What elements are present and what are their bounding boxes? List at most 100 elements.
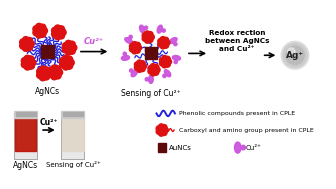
Circle shape xyxy=(140,66,145,72)
Circle shape xyxy=(165,62,170,67)
Circle shape xyxy=(20,43,26,49)
Circle shape xyxy=(283,43,307,67)
Circle shape xyxy=(129,43,135,49)
Circle shape xyxy=(65,48,72,55)
Circle shape xyxy=(21,61,28,68)
Circle shape xyxy=(59,29,66,36)
Text: Cu²⁺: Cu²⁺ xyxy=(84,37,104,46)
Circle shape xyxy=(52,69,58,76)
Circle shape xyxy=(29,59,36,66)
Circle shape xyxy=(137,60,142,66)
Circle shape xyxy=(60,57,66,64)
Circle shape xyxy=(159,127,165,133)
Circle shape xyxy=(148,66,154,71)
Text: Ag⁺: Ag⁺ xyxy=(286,51,304,60)
Circle shape xyxy=(163,43,169,48)
Circle shape xyxy=(123,52,126,55)
Circle shape xyxy=(142,36,148,41)
Circle shape xyxy=(129,46,135,52)
Circle shape xyxy=(163,74,166,77)
Circle shape xyxy=(174,43,177,46)
Circle shape xyxy=(133,45,138,50)
Circle shape xyxy=(145,34,151,40)
Circle shape xyxy=(43,67,50,74)
Circle shape xyxy=(160,43,166,49)
Ellipse shape xyxy=(131,70,137,77)
Circle shape xyxy=(160,37,166,42)
Circle shape xyxy=(163,127,168,133)
Circle shape xyxy=(48,67,55,74)
Circle shape xyxy=(64,59,70,66)
Circle shape xyxy=(58,26,65,33)
Circle shape xyxy=(62,43,69,49)
Ellipse shape xyxy=(139,25,145,33)
Circle shape xyxy=(150,64,156,69)
Circle shape xyxy=(161,130,167,136)
Circle shape xyxy=(66,44,73,51)
Circle shape xyxy=(140,61,145,66)
Circle shape xyxy=(145,78,149,81)
Circle shape xyxy=(37,72,43,78)
Circle shape xyxy=(162,62,167,68)
Circle shape xyxy=(165,56,170,62)
Circle shape xyxy=(70,44,77,51)
Circle shape xyxy=(28,41,34,47)
Circle shape xyxy=(156,126,162,131)
Circle shape xyxy=(58,32,65,39)
Circle shape xyxy=(24,55,31,62)
Circle shape xyxy=(150,70,156,76)
Circle shape xyxy=(41,27,47,34)
Text: Carboxyl and amino group present in CPLE: Carboxyl and amino group present in CPLE xyxy=(179,128,313,132)
Circle shape xyxy=(148,37,153,43)
Bar xyxy=(145,47,157,59)
Circle shape xyxy=(159,124,164,129)
Circle shape xyxy=(39,24,46,31)
Circle shape xyxy=(160,57,165,63)
Circle shape xyxy=(33,26,40,32)
Circle shape xyxy=(48,71,55,77)
Circle shape xyxy=(69,48,75,54)
Circle shape xyxy=(62,55,69,62)
Circle shape xyxy=(129,35,132,39)
Circle shape xyxy=(134,65,140,70)
Circle shape xyxy=(163,59,168,64)
Circle shape xyxy=(68,59,74,66)
Circle shape xyxy=(135,42,140,48)
Circle shape xyxy=(166,59,172,64)
Circle shape xyxy=(45,70,51,77)
Text: Cu²⁺: Cu²⁺ xyxy=(39,118,58,127)
Text: AgNCs: AgNCs xyxy=(35,87,60,96)
Circle shape xyxy=(158,41,163,47)
Circle shape xyxy=(69,41,75,48)
Circle shape xyxy=(164,40,170,46)
Circle shape xyxy=(148,69,154,74)
Circle shape xyxy=(24,63,31,70)
Circle shape xyxy=(158,39,163,44)
Circle shape xyxy=(51,73,57,80)
Circle shape xyxy=(25,59,32,66)
Circle shape xyxy=(54,72,61,79)
Circle shape xyxy=(28,56,34,63)
Circle shape xyxy=(51,27,58,34)
Bar xyxy=(62,118,84,151)
Text: AuNCs: AuNCs xyxy=(169,145,192,151)
Text: Phenolic compounds present in CPLE: Phenolic compounds present in CPLE xyxy=(179,111,295,116)
Circle shape xyxy=(132,48,137,54)
Circle shape xyxy=(54,25,61,32)
Circle shape xyxy=(153,70,159,75)
Circle shape xyxy=(153,64,159,70)
Circle shape xyxy=(136,45,141,50)
Circle shape xyxy=(161,40,166,46)
Circle shape xyxy=(26,44,33,51)
Bar xyxy=(158,143,166,152)
Circle shape xyxy=(33,29,40,36)
Circle shape xyxy=(162,56,167,61)
Ellipse shape xyxy=(149,75,153,83)
Circle shape xyxy=(60,61,66,68)
Circle shape xyxy=(37,27,43,34)
Ellipse shape xyxy=(170,38,177,43)
Circle shape xyxy=(134,62,140,67)
Ellipse shape xyxy=(121,56,130,60)
Text: Cu²⁺: Cu²⁺ xyxy=(246,145,262,151)
Bar xyxy=(14,111,37,159)
